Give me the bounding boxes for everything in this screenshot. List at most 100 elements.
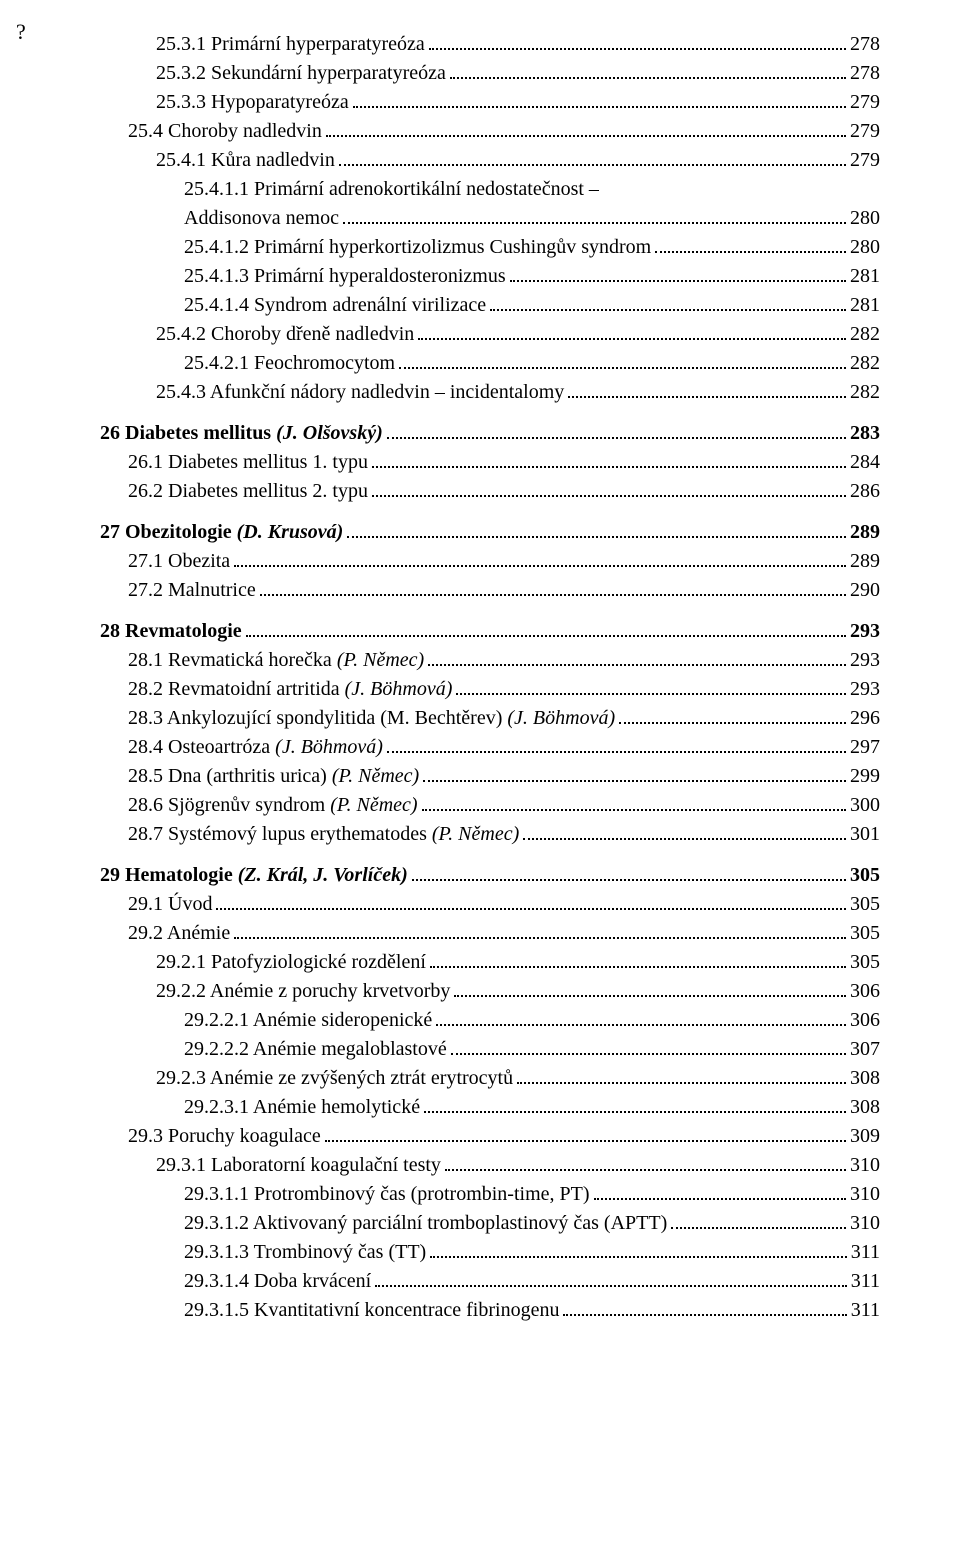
page-marker-icon: ? [16, 16, 26, 48]
toc-entry: 29 Hematologie (Z. Král, J. Vorlíček) 30… [100, 861, 880, 890]
toc-entry-page: 282 [850, 349, 880, 378]
toc-entry-author: (P. Němec) [332, 765, 419, 787]
toc-entry-page: 305 [850, 919, 880, 948]
toc-entry-label: 27.1 Obezita [128, 547, 230, 576]
toc-entry: 29.2.2 Anémie z poruchy krvetvorby 306 [100, 977, 880, 1006]
toc-dot-leader [372, 481, 846, 497]
toc-entry-label: 27.2 Malnutrice [128, 576, 256, 605]
toc-entry-label: 25.3.2 Sekundární hyperparatyreóza [156, 59, 446, 88]
toc-entry-label: 25.4.1.4 Syndrom adrenální virilizace [184, 291, 486, 320]
toc-entry-author: (P. Němec) [337, 649, 424, 671]
toc-dot-leader [343, 208, 846, 224]
toc-entry-label: 25.4.2.1 Feochromocytom [184, 349, 395, 378]
toc-entry-author: (D. Krusová) [237, 521, 344, 543]
toc-entry: 25.4.3 Afunkční nádory nadledvin – incid… [100, 378, 880, 407]
toc-entry-label: 29.3 Poruchy koagulace [128, 1122, 321, 1151]
toc-entry: 25.3.3 Hypoparatyreóza 279 [100, 88, 880, 117]
toc-entry: 28.1 Revmatická horečka (P. Němec) 293 [100, 646, 880, 675]
toc-entry: 29.2.2.2 Anémie megaloblastové 307 [100, 1035, 880, 1064]
toc-entry-label: 28.3 Ankylozující spondylitida (M. Becht… [128, 704, 615, 733]
toc-entry: 29.1 Úvod 305 [100, 890, 880, 919]
toc-dot-leader [375, 1271, 847, 1287]
toc-dot-leader [430, 952, 846, 968]
toc-entry: 28.2 Revmatoidní artritida (J. Böhmová) … [100, 675, 880, 704]
toc-dot-leader [216, 894, 846, 910]
toc-entry-label: 29.2.3 Anémie ze zvýšených ztrát erytroc… [156, 1064, 513, 1093]
toc-dot-leader [412, 865, 846, 881]
toc-entry-page: 296 [850, 704, 880, 733]
toc-entry-label: 25.4.1.1 Primární adrenokortikální nedos… [184, 175, 599, 204]
toc-entry-label: 28.2 Revmatoidní artritida (J. Böhmová) [128, 675, 452, 704]
toc-entry-page: 305 [850, 948, 880, 977]
toc-entry: 28.5 Dna (arthritis urica) (P. Němec) 29… [100, 762, 880, 791]
toc-entry-page: 311 [851, 1238, 880, 1267]
toc-entry: 29.2 Anémie 305 [100, 919, 880, 948]
toc-entry: 29.3 Poruchy koagulace 309 [100, 1122, 880, 1151]
toc-entry-author: (P. Němec) [330, 794, 417, 816]
toc-entry: 25.4.1 Kůra nadledvin 279 [100, 146, 880, 175]
toc-entry-page: 309 [850, 1122, 880, 1151]
toc-dot-leader [456, 679, 846, 695]
toc-entry-label: 25.4.3 Afunkční nádory nadledvin – incid… [156, 378, 564, 407]
toc-entry: 28 Revmatologie 293 [100, 617, 880, 646]
toc-entry-label: 29 Hematologie (Z. Král, J. Vorlíček) [100, 861, 408, 890]
toc-entry: 28.3 Ankylozující spondylitida (M. Becht… [100, 704, 880, 733]
toc-entry-page: 306 [850, 1006, 880, 1035]
toc-entry-label: 25.3.3 Hypoparatyreóza [156, 88, 349, 117]
toc-entry-page: 306 [850, 977, 880, 1006]
table-of-contents: 25.3.1 Primární hyperparatyreóza 27825.3… [100, 30, 880, 1325]
toc-entry-label: 25.4.1.2 Primární hyperkortizolizmus Cus… [184, 233, 651, 262]
toc-dot-leader [423, 766, 846, 782]
toc-dot-leader [234, 551, 846, 567]
toc-entry-label: 29.3.1.2 Aktivovaný parciální tromboplas… [184, 1209, 667, 1238]
toc-entry: 29.3.1.3 Trombinový čas (TT) 311 [100, 1238, 880, 1267]
toc-entry-page: 308 [850, 1064, 880, 1093]
toc-entry: 25.3.1 Primární hyperparatyreóza 278 [100, 30, 880, 59]
toc-entry-page: 293 [850, 646, 880, 675]
toc-entry: 25.4.2 Choroby dřeně nadledvin 282 [100, 320, 880, 349]
toc-dot-leader [387, 737, 846, 753]
toc-dot-leader [451, 1039, 846, 1055]
toc-entry-label: 28.6 Sjögrenův syndrom (P. Němec) [128, 791, 418, 820]
toc-entry: 28.7 Systémový lupus erythematodes (P. N… [100, 820, 880, 849]
toc-dot-leader [234, 923, 846, 939]
toc-entry-page: 310 [850, 1151, 880, 1180]
toc-entry-page: 305 [850, 890, 880, 919]
toc-entry-page: 281 [850, 291, 880, 320]
toc-dot-leader [387, 423, 846, 439]
toc-entry-page: 301 [850, 820, 880, 849]
toc-entry-label: 29.3.1.4 Doba krvácení [184, 1267, 371, 1296]
toc-dot-leader [246, 621, 846, 637]
toc-entry: 29.3.1 Laboratorní koagulační testy 310 [100, 1151, 880, 1180]
toc-entry: 25.4 Choroby nadledvin 279 [100, 117, 880, 146]
toc-entry-page: 299 [850, 762, 880, 791]
toc-dot-leader [326, 121, 846, 137]
toc-entry-page: 305 [850, 861, 880, 890]
toc-entry-label: 29.3.1 Laboratorní koagulační testy [156, 1151, 441, 1180]
toc-entry-label: 27 Obezitologie (D. Krusová) [100, 518, 343, 547]
toc-entry-page: 310 [850, 1209, 880, 1238]
toc-entry-label: 25.4.1.3 Primární hyperaldosteronizmus [184, 262, 506, 291]
toc-entry-page: 279 [850, 117, 880, 146]
toc-entry-page: 279 [850, 88, 880, 117]
toc-entry: 29.3.1.5 Kvantitativní koncentrace fibri… [100, 1296, 880, 1325]
toc-entry-label: 28.5 Dna (arthritis urica) (P. Němec) [128, 762, 419, 791]
toc-entry-label: 26.1 Diabetes mellitus 1. typu [128, 448, 368, 477]
toc-dot-leader [450, 63, 846, 79]
toc-entry-page: 282 [850, 320, 880, 349]
toc-entry-page: 279 [850, 146, 880, 175]
toc-dot-leader [655, 237, 846, 253]
toc-entry-page: 293 [850, 617, 880, 646]
toc-dot-leader [422, 795, 846, 811]
toc-entry-page: 308 [850, 1093, 880, 1122]
toc-entry-label: 29.2.2.1 Anémie sideropenické [184, 1006, 432, 1035]
toc-dot-leader [347, 522, 846, 538]
toc-dot-leader [619, 708, 846, 724]
toc-dot-leader [594, 1184, 846, 1200]
toc-dot-leader [563, 1300, 846, 1316]
toc-dot-leader [428, 650, 846, 666]
toc-entry: 26.1 Diabetes mellitus 1. typu 284 [100, 448, 880, 477]
toc-entry: 27 Obezitologie (D. Krusová) 289 [100, 518, 880, 547]
toc-entry: 26.2 Diabetes mellitus 2. typu 286 [100, 477, 880, 506]
toc-entry: 25.4.2.1 Feochromocytom 282 [100, 349, 880, 378]
